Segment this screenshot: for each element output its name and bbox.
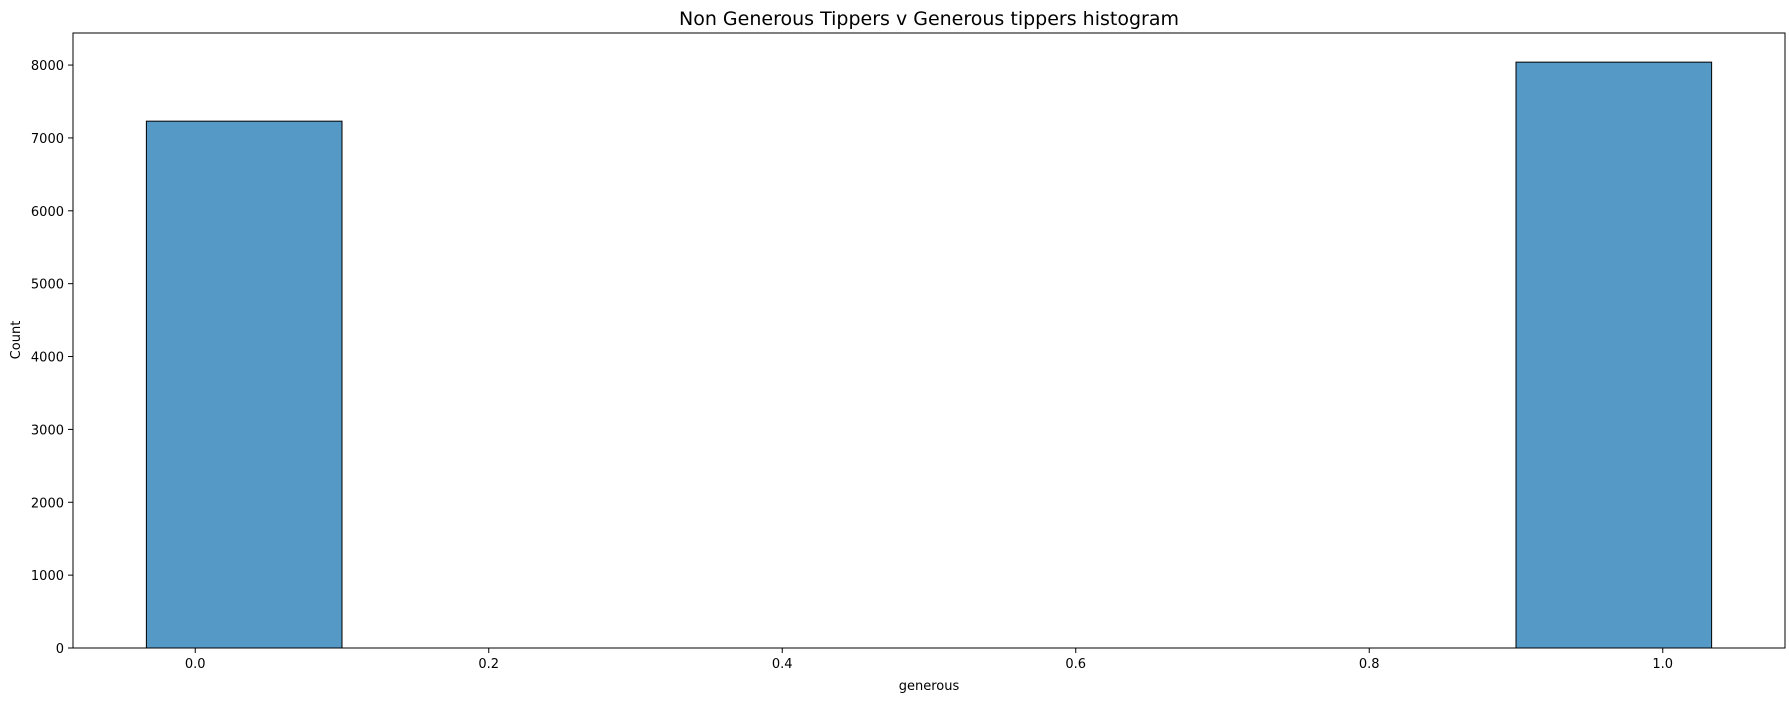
histogram-bar-0 — [145, 120, 343, 649]
y-tick-label: 1000 — [31, 569, 64, 584]
x-tick-label: 0.0 — [185, 657, 206, 672]
y-tick-label: 4000 — [31, 351, 64, 366]
y-tick-label: 3000 — [31, 423, 64, 438]
y-axis: 0 1000 2000 3000 4000 5000 6000 7000 8000 — [31, 59, 73, 657]
y-tick-label: 5000 — [31, 278, 64, 293]
x-axis-label: generous — [899, 679, 960, 694]
y-axis-label: Count — [9, 321, 24, 360]
bars-layer — [145, 61, 1713, 649]
y-tick-label: 7000 — [31, 132, 64, 147]
x-tick-label: 1.0 — [1652, 657, 1673, 672]
y-tick-label: 6000 — [31, 205, 64, 220]
y-tick-label: 8000 — [31, 59, 64, 74]
chart-title: Non Generous Tippers v Generous tippers … — [679, 8, 1179, 30]
x-tick-label: 0.6 — [1065, 657, 1086, 672]
x-tick-label: 0.8 — [1359, 657, 1380, 672]
x-tick-label: 0.4 — [772, 657, 793, 672]
y-tick-label: 2000 — [31, 496, 64, 511]
x-axis: 0.0 0.2 0.4 0.6 0.8 1.0 — [185, 648, 1673, 672]
y-tick-label: 0 — [56, 642, 64, 657]
plot-frame — [72, 32, 1786, 649]
x-tick-label: 0.2 — [478, 657, 499, 672]
histogram-bar-1 — [1515, 61, 1713, 649]
